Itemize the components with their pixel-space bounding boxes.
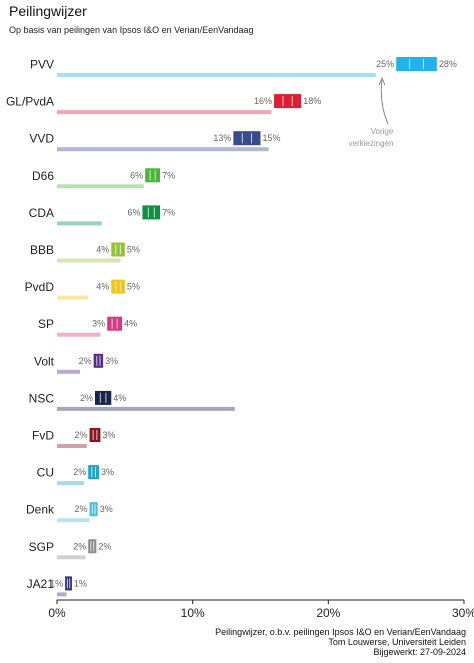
x-tick-label: 20% xyxy=(316,606,340,620)
poll-range-box xyxy=(396,57,437,71)
annotation-line-2: verkiezingen xyxy=(349,139,394,148)
party-label-denk: Denk xyxy=(26,503,55,517)
previous-election-bar xyxy=(57,184,144,189)
previous-election-bar xyxy=(57,406,235,411)
low-value-label: 4% xyxy=(96,282,109,292)
high-value-label: 1% xyxy=(74,578,87,588)
low-value-label: 2% xyxy=(75,504,88,514)
low-value-label: 2% xyxy=(75,430,88,440)
party-label-cda: CDA xyxy=(29,206,54,220)
poll-range-box xyxy=(88,465,100,480)
high-value-label: 5% xyxy=(127,245,140,255)
previous-election-bar xyxy=(57,147,269,152)
previous-election-bar xyxy=(57,295,89,300)
previous-election-bar xyxy=(57,110,272,115)
high-value-label: 15% xyxy=(263,133,281,143)
high-value-label: 7% xyxy=(162,170,175,180)
low-value-label: 2% xyxy=(73,541,86,551)
poll-range-box xyxy=(88,539,97,554)
party-label-sgp: SGP xyxy=(29,540,54,554)
previous-election-bar xyxy=(57,444,87,448)
source-caption: Peilingwijzer, o.b.v. peilingen Ipsos I&… xyxy=(215,627,466,637)
high-value-label: 18% xyxy=(303,96,321,106)
party-label-ja21: JA21 xyxy=(27,577,55,591)
high-value-label: 3% xyxy=(101,467,114,477)
party-label-sp: SP xyxy=(38,317,54,331)
poll-range-box xyxy=(89,502,98,517)
high-value-label: 4% xyxy=(124,319,137,329)
chart-title: Peilingwijzer xyxy=(9,3,87,19)
low-value-label: 3% xyxy=(92,319,105,329)
party-label-gl-pvda: GL/PvdA xyxy=(6,95,54,109)
party-label-pvdd: PvdD xyxy=(25,280,55,294)
party-label-fvd: FvD xyxy=(32,429,54,443)
previous-election-bar xyxy=(57,481,85,486)
high-value-label: 3% xyxy=(100,504,113,514)
annotation-arrowhead xyxy=(378,76,386,86)
previous-election-bar xyxy=(57,592,67,597)
party-label-volt: Volt xyxy=(34,354,55,368)
low-value-label: 1% xyxy=(50,578,63,588)
party-label-pvv: PVV xyxy=(30,58,54,72)
party-label-bbb: BBB xyxy=(30,243,54,257)
low-value-label: 4% xyxy=(96,245,109,255)
previous-election-bar xyxy=(57,369,81,374)
low-value-label: 16% xyxy=(254,96,272,106)
x-tick-label: 30% xyxy=(452,606,474,620)
updated-caption: Bijgewerkt: 27-09-2024 xyxy=(373,647,466,657)
poll-range-box xyxy=(65,576,72,591)
party-label-nsc: NSC xyxy=(29,391,55,405)
previous-election-bar xyxy=(57,518,90,523)
previous-election-bar xyxy=(57,555,86,560)
party-label-d66: D66 xyxy=(32,169,54,183)
author-caption: Tom Louwerse, Universiteit Leiden xyxy=(328,637,466,647)
low-value-label: 25% xyxy=(376,59,394,69)
poll-range-box xyxy=(89,428,101,442)
high-value-label: 7% xyxy=(162,207,175,217)
poll-range-box xyxy=(93,353,104,368)
poll-range-box xyxy=(107,316,123,331)
poll-range-box xyxy=(145,168,161,183)
previous-election-bar xyxy=(57,332,101,337)
party-label-cu: CU xyxy=(37,466,54,480)
annotation-line-1: Vorige xyxy=(371,127,394,136)
x-tick-label: 10% xyxy=(181,606,205,620)
poll-range-box xyxy=(274,94,302,109)
low-value-label: 2% xyxy=(80,393,93,403)
low-value-label: 2% xyxy=(73,467,86,477)
poll-range-box xyxy=(233,131,261,146)
high-value-label: 28% xyxy=(439,59,457,69)
previous-election-bar xyxy=(57,221,102,226)
low-value-label: 6% xyxy=(127,207,140,217)
high-value-label: 5% xyxy=(127,282,140,292)
high-value-label: 2% xyxy=(98,541,111,551)
high-value-label: 3% xyxy=(102,430,115,440)
x-tick-label: 0% xyxy=(48,606,66,620)
previous-election-bar xyxy=(57,258,121,263)
low-value-label: 13% xyxy=(213,133,231,143)
poll-range-box xyxy=(111,279,125,294)
poll-range-box xyxy=(111,242,125,257)
chart-subtitle: Op basis van peilingen van Ipsos I&O en … xyxy=(9,25,254,35)
previous-election-bar xyxy=(57,73,376,77)
annotation-arrow xyxy=(380,79,389,125)
poll-range-box xyxy=(94,390,112,405)
high-value-label: 3% xyxy=(105,356,118,366)
low-value-label: 2% xyxy=(79,356,92,366)
party-label-vvd: VVD xyxy=(29,132,54,146)
poll-range-box xyxy=(142,205,161,220)
high-value-label: 4% xyxy=(113,393,126,403)
low-value-label: 6% xyxy=(130,170,143,180)
